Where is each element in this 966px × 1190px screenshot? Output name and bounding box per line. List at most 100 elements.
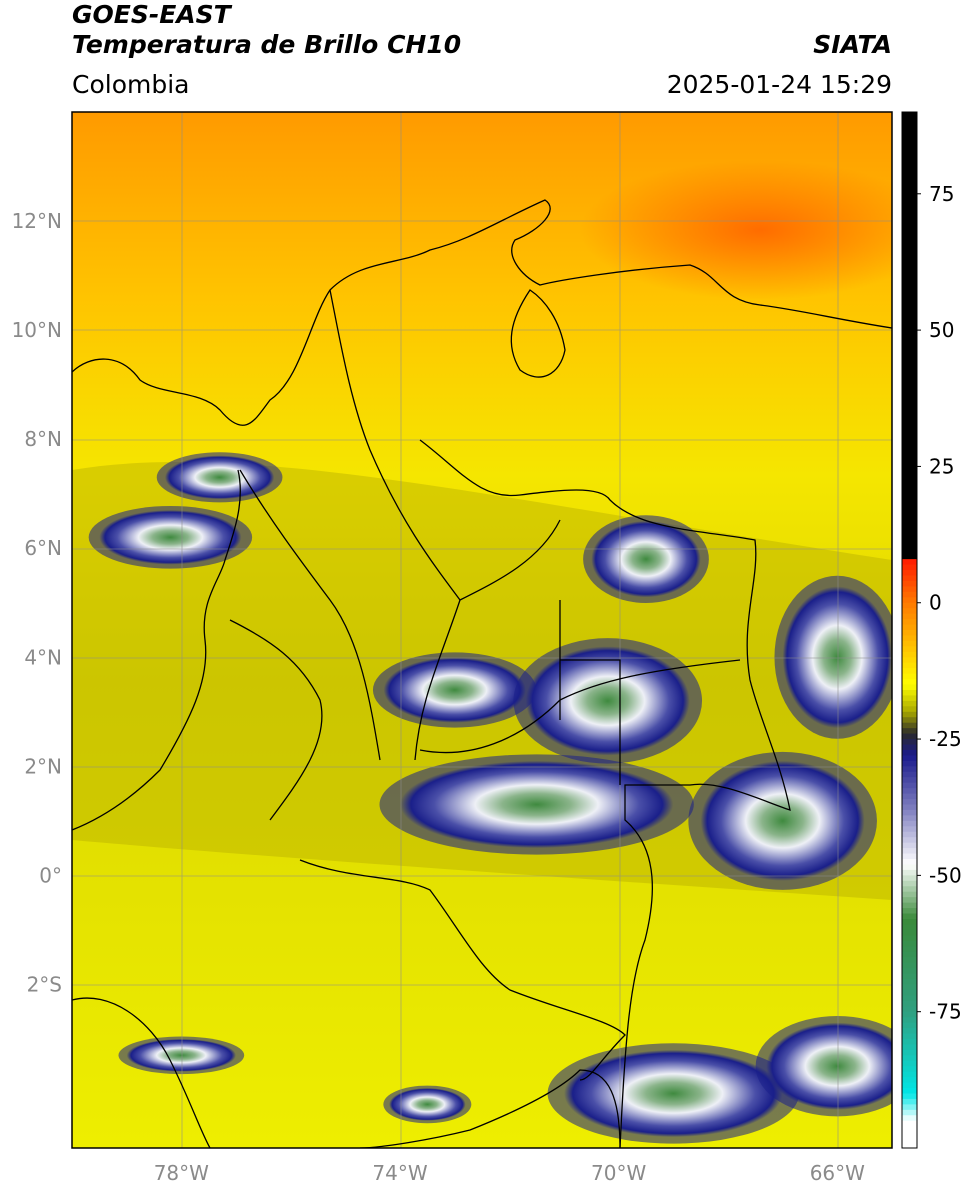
colorbar-stripe <box>902 188 917 195</box>
colorbar-stripe <box>902 204 917 211</box>
colorbar-stripe <box>902 820 917 827</box>
source-label: SIATA <box>813 30 892 59</box>
colorbar-stripe <box>902 335 917 342</box>
colorbar-stripe <box>902 1120 917 1127</box>
colorbar-stripe <box>902 946 917 953</box>
dept-line-4 <box>229 619 323 821</box>
colorbar-stripe <box>902 679 917 686</box>
dept-line-6 <box>559 600 621 785</box>
colorbar-stripe <box>902 995 917 1002</box>
colorbar-stripe <box>902 548 917 555</box>
colorbar-stripe <box>902 302 917 309</box>
colorbar-stripe <box>902 488 917 495</box>
colorbar-stripe <box>902 673 917 680</box>
colorbar-stripe <box>902 373 917 380</box>
colorbar-stripe <box>902 264 917 271</box>
colorbar-stripe <box>902 749 917 757</box>
dept-line-1 <box>239 469 381 761</box>
colorbar-stripe <box>902 706 917 713</box>
colorbar-stripe <box>902 799 917 806</box>
colorbar-stripe <box>902 1115 917 1122</box>
colorbar-stripe <box>902 788 917 795</box>
lat-tick-label: 8°N <box>24 427 62 451</box>
colorbar-stripe <box>902 493 917 500</box>
lon-tick-label: 78°W <box>154 1161 209 1185</box>
cloud-cluster <box>564 1049 783 1138</box>
colorbar-stripe <box>902 112 917 119</box>
colorbar-tick-label: 25 <box>929 454 954 478</box>
colorbar-stripe <box>902 989 917 996</box>
colorbar-stripe <box>902 777 917 784</box>
colorbar-stripe <box>902 962 917 969</box>
colorbar-stripe <box>902 384 917 391</box>
colorbar-stripe <box>902 193 917 200</box>
colorbar-stripe <box>902 613 917 620</box>
colorbar-stripe <box>902 1049 917 1056</box>
colorbar-stripe <box>902 733 917 740</box>
dept-line-3 <box>414 519 561 761</box>
cloud-cluster <box>782 586 892 729</box>
maracaibo-lake <box>510 289 566 378</box>
colorbar-stripe <box>902 379 917 386</box>
colorbar-stripe <box>902 897 917 904</box>
colorbar-stripe <box>902 771 917 778</box>
peru-brazil-border <box>359 1069 621 1148</box>
colorbar-stripe <box>902 869 917 876</box>
colorbar-stripe <box>902 281 917 288</box>
colorbar-stripe <box>902 831 917 838</box>
colorbar-stripe <box>902 210 917 217</box>
colorbar-stripe <box>902 744 917 751</box>
colombia-border-south <box>299 859 626 1081</box>
colorbar-stripe <box>902 182 917 189</box>
colorbar-stripe <box>902 689 917 697</box>
colorbar-stripe <box>902 940 917 947</box>
colorbar-stripe <box>902 199 917 206</box>
colorbar-stripe <box>902 908 917 915</box>
colorbar-stripe <box>902 580 917 587</box>
colorbar-stripe <box>902 526 917 533</box>
colorbar-stripe <box>902 891 917 898</box>
colorbar-stripe <box>902 368 917 375</box>
colorbar-stripe <box>902 330 917 337</box>
warm-region <box>580 160 892 300</box>
colorbar-stripe <box>902 848 917 855</box>
colorbar-stripe <box>902 1066 917 1073</box>
colorbar-stripe <box>902 951 917 958</box>
colorbar-stripe <box>902 1011 917 1018</box>
cloud-cluster <box>591 520 701 598</box>
gridlines <box>72 112 892 1148</box>
cloud-cluster <box>700 760 865 881</box>
colorbar-stripe <box>902 668 917 675</box>
colorbar-stripe <box>902 520 917 527</box>
colorbar-stripe <box>902 553 917 560</box>
colorbar-stripe <box>902 286 917 293</box>
colorbar-stripe <box>902 1071 917 1078</box>
colorbar-stripe <box>902 319 917 326</box>
cloud-cluster <box>766 1022 892 1110</box>
colorbar-stripe <box>902 166 917 173</box>
cloud-cluster <box>389 1088 466 1121</box>
colorbar-stripe <box>902 695 917 702</box>
colorbar-tick-label: 75 <box>929 182 954 206</box>
colorbar-stripe <box>902 586 917 593</box>
colorbar-stripe <box>902 324 917 331</box>
longitude-ticks: 78°W 74°W 70°W 66°W <box>154 1161 865 1185</box>
colorbar-stripe <box>902 351 917 358</box>
colorbar-stripe <box>902 1028 917 1035</box>
colorbar-stripe <box>902 231 917 239</box>
colorbar-stripe <box>902 1131 917 1138</box>
colorbar-stripe <box>902 809 917 816</box>
cloud-cluster <box>400 760 674 849</box>
colombia-border-east <box>419 439 791 1148</box>
plot-frame <box>71 111 893 1149</box>
colorbar-stripe <box>902 1109 917 1116</box>
colorbar-stripe <box>902 591 917 598</box>
colorbar-stripe <box>902 728 917 735</box>
colorbar-tick-label: 0 <box>929 591 942 615</box>
ecuador-peru-border <box>72 997 211 1148</box>
colorbar-stripe <box>902 221 917 228</box>
colorbar-stripe <box>902 766 917 773</box>
colorbar-stripe <box>902 177 917 184</box>
colorbar-stripe <box>902 880 917 887</box>
